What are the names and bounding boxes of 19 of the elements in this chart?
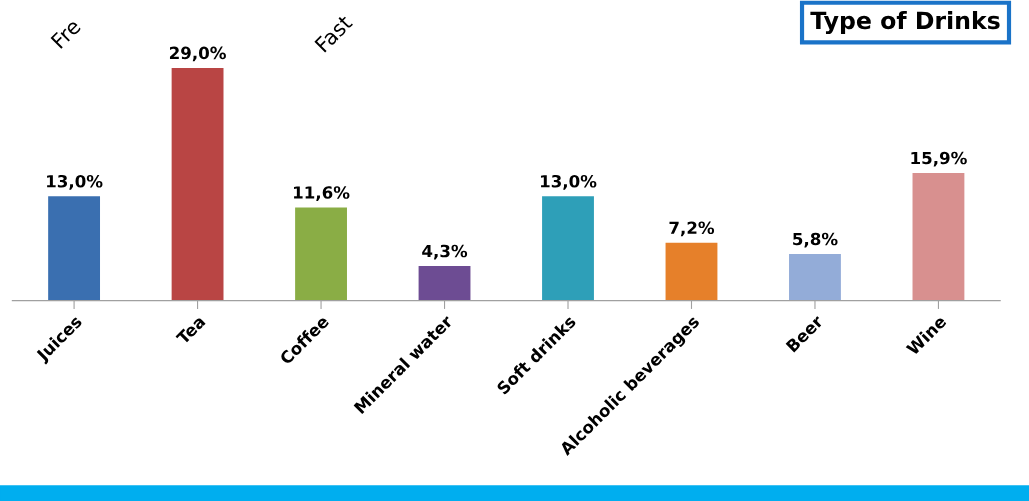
bar — [912, 173, 965, 301]
data-label: 29,0% — [169, 46, 226, 62]
data-label: 7,2% — [669, 221, 715, 237]
bar — [542, 196, 594, 301]
data-label: 5,8% — [793, 232, 838, 248]
text: Fre — [50, 18, 82, 49]
bar — [295, 207, 347, 301]
bar — [418, 266, 471, 301]
x-tick-label: Tea — [175, 315, 206, 346]
bar — [665, 242, 718, 301]
bar — [48, 196, 101, 301]
bar — [789, 254, 841, 301]
data-label: 13,0% — [540, 174, 597, 190]
chart-title: Type of Drinks — [810, 11, 1000, 35]
data-label: 4,3% — [422, 244, 468, 260]
bar — [171, 67, 224, 301]
data-label: 13,0% — [47, 174, 103, 190]
data-label: 11,6% — [294, 186, 350, 201]
data-label: 15,9% — [911, 151, 967, 167]
